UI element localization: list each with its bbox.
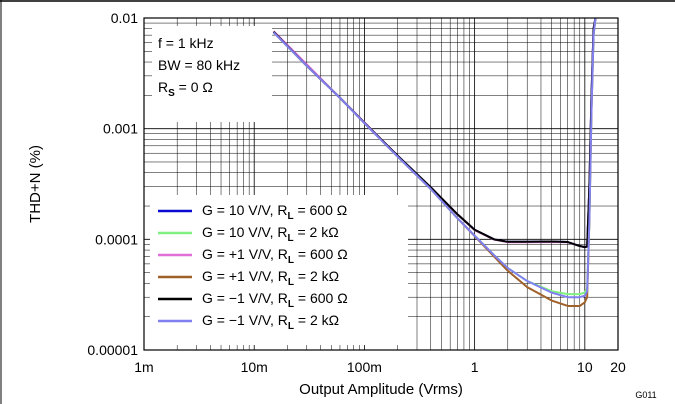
legend-label-1: G = 10 V/V, RL = 600 Ω <box>202 202 347 222</box>
legend-label-6: G = −1 V/V, RL = 2 kΩ <box>202 312 339 332</box>
legend-label-4: G = +1 V/V, RL = 2 kΩ <box>202 268 339 288</box>
annotation-background <box>152 26 272 122</box>
annotation-line-2: BW = 80 kHz <box>158 57 240 73</box>
legend: G = 10 V/V, RL = 600 ΩG = 10 V/V, RL = 2… <box>150 195 408 345</box>
legend-label-5: G = −1 V/V, RL = 600 Ω <box>202 290 348 310</box>
series-line-6 <box>272 17 597 299</box>
x-axis-title: Output Amplitude (Vrms) <box>299 381 463 398</box>
y-tick-label: 0.0001 <box>95 231 138 247</box>
x-tick-label: 100m <box>347 359 382 375</box>
y-tick-label: 0.01 <box>111 10 138 26</box>
figure-id: G011 <box>635 390 656 400</box>
x-tick-label: 20 <box>610 359 626 375</box>
annotation-line-1: f = 1 kHz <box>158 35 214 51</box>
x-tick-label: 1m <box>134 359 153 375</box>
legend-label-3: G = +1 V/V, RL = 600 Ω <box>202 246 348 266</box>
x-tick-labels: 1m 10m 100m 1 10 20 <box>134 359 626 375</box>
y-tick-label: 0.00001 <box>87 342 138 358</box>
y-axis-title: THD+N (%) <box>27 145 44 223</box>
y-tick-label: 0.001 <box>103 121 138 137</box>
x-tick-label: 10 <box>577 359 593 375</box>
legend-label-2: G = 10 V/V, RL = 2 kΩ <box>202 224 339 244</box>
plot-border <box>143 17 619 351</box>
y-tick-labels: 0.01 0.001 0.0001 0.00001 <box>87 10 138 358</box>
x-tick-label: 10m <box>241 359 268 375</box>
series-lines <box>272 17 597 307</box>
x-tick-label: 1 <box>471 359 479 375</box>
legend-background <box>150 195 408 345</box>
